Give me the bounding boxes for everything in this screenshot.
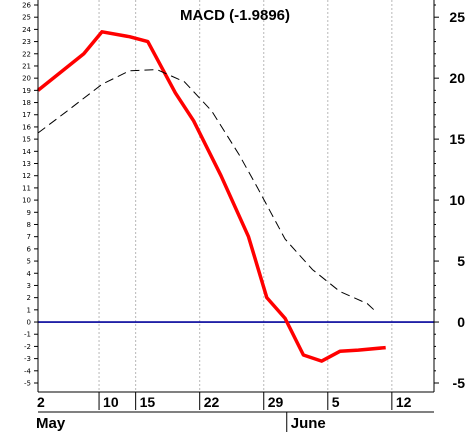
plot-area bbox=[38, 0, 434, 392]
month-labels: May June bbox=[36, 412, 326, 432]
right-y-axis: -5 0 5 10 15 20 25 bbox=[434, 4, 466, 391]
left-tick-label: 0 bbox=[27, 319, 31, 327]
left-tick-label: 10 bbox=[22, 197, 31, 205]
left-tick-label: -2 bbox=[24, 343, 31, 351]
left-tick-label: 25 bbox=[22, 14, 31, 22]
left-tick-label: 23 bbox=[22, 38, 31, 46]
series-layer bbox=[36, 30, 386, 363]
left-tick-label: 8 bbox=[27, 221, 31, 229]
right-tick-label: 10 bbox=[449, 192, 465, 208]
x-tick-label: 10 bbox=[103, 394, 119, 410]
left-tick-label: 12 bbox=[22, 172, 31, 180]
left-y-axis: -5-4-3-2-1012345678910111213141516171819… bbox=[22, 2, 38, 388]
x-tick-label: 2 bbox=[37, 394, 45, 410]
month-label: May bbox=[36, 415, 66, 432]
left-tick-label: -5 bbox=[24, 380, 31, 388]
left-tick-label: 21 bbox=[22, 62, 31, 70]
left-tick-label: -1 bbox=[24, 331, 31, 339]
right-tick-label: 0 bbox=[457, 314, 465, 330]
left-tick-label: 16 bbox=[22, 123, 31, 131]
x-tick-label: 5 bbox=[332, 394, 340, 410]
right-tick-label: -5 bbox=[453, 375, 466, 391]
chart-title: MACD (-1.9896) bbox=[180, 7, 290, 24]
x-tick-label: 22 bbox=[204, 394, 220, 410]
vertical-gridlines bbox=[98, 0, 393, 392]
left-tick-label: -4 bbox=[24, 367, 32, 375]
left-tick-label: 20 bbox=[22, 75, 31, 83]
left-tick-label: -3 bbox=[24, 355, 31, 363]
x-axis: 2 10 15 22 29 5 12 bbox=[37, 392, 412, 410]
right-tick-label: 25 bbox=[449, 9, 465, 25]
right-tick-label: 5 bbox=[457, 253, 465, 269]
left-tick-label: 11 bbox=[22, 184, 31, 192]
left-tick-label: 18 bbox=[22, 99, 31, 107]
left-tick-label: 1 bbox=[27, 306, 31, 314]
right-tick-label: 20 bbox=[449, 70, 465, 86]
macd-line bbox=[36, 30, 386, 363]
month-label: June bbox=[291, 415, 326, 432]
left-tick-label: 17 bbox=[22, 111, 31, 119]
left-tick-label: 24 bbox=[22, 26, 31, 34]
left-tick-label: 13 bbox=[22, 160, 31, 168]
right-tick-label: 15 bbox=[449, 131, 465, 147]
x-tick-label: 15 bbox=[140, 394, 156, 410]
x-tick-label: 12 bbox=[396, 394, 412, 410]
x-tick-label: 29 bbox=[268, 394, 284, 410]
left-tick-label: 14 bbox=[22, 148, 31, 156]
left-tick-label: 19 bbox=[22, 87, 31, 95]
left-tick-label: 6 bbox=[27, 245, 32, 253]
left-tick-label: 7 bbox=[27, 233, 31, 241]
left-tick-label: 2 bbox=[27, 294, 31, 302]
left-tick-label: 3 bbox=[27, 282, 31, 290]
left-tick-label: 15 bbox=[22, 136, 31, 144]
left-tick-label: 5 bbox=[27, 258, 31, 266]
left-tick-label: 9 bbox=[27, 209, 31, 217]
left-tick-label: 22 bbox=[22, 50, 31, 58]
left-tick-label: 26 bbox=[22, 2, 31, 10]
signal-line bbox=[37, 69, 377, 313]
left-tick-label: 4 bbox=[27, 270, 32, 278]
